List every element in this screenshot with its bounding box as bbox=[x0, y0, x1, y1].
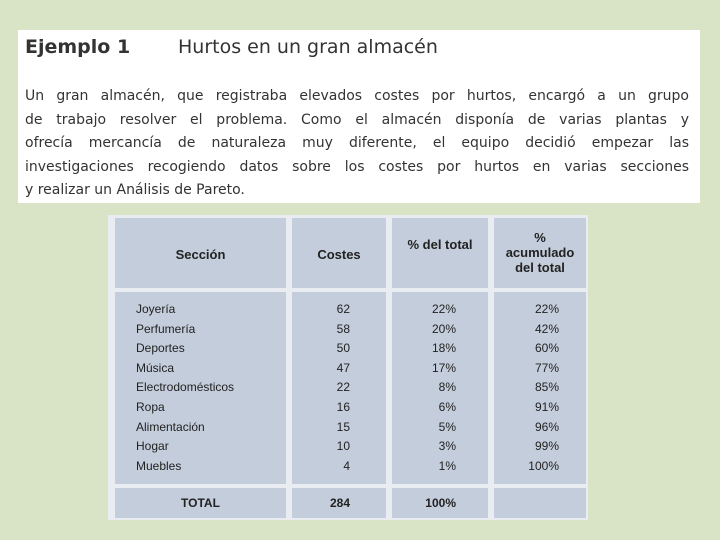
text-box: Ejemplo 1 Hurtos en un gran almacén Un g… bbox=[18, 30, 700, 203]
section-name: Electrodomésticos bbox=[136, 380, 235, 395]
cell-value: 8% bbox=[438, 380, 456, 395]
cell-value: 22 bbox=[336, 380, 350, 395]
cell-value: 16 bbox=[336, 400, 350, 414]
cell-value: 20% bbox=[431, 321, 456, 336]
cell-background bbox=[494, 292, 586, 484]
paragraph-line: de trabajo resolver el problema. Como el… bbox=[25, 111, 689, 128]
section-name: Hogar bbox=[136, 439, 169, 454]
cell-value: 60% bbox=[534, 341, 559, 356]
cell-value: 22% bbox=[534, 302, 559, 316]
cell-background bbox=[292, 218, 386, 288]
section-name: Joyería bbox=[136, 302, 176, 316]
paragraph-line: y realizar un Análisis de Pareto. bbox=[25, 182, 245, 198]
cell-value: 6% bbox=[438, 400, 456, 414]
cell-background bbox=[494, 218, 586, 288]
cell-background bbox=[392, 218, 488, 288]
paragraph-line: ofrecía mercancía de naturaleza muy dife… bbox=[25, 135, 689, 151]
section-name: Perfumería bbox=[136, 321, 196, 336]
cell-value: 100% bbox=[528, 458, 559, 473]
column-header: Costes bbox=[317, 247, 361, 262]
cell-value: 22% bbox=[431, 302, 456, 316]
cell-value: 17% bbox=[431, 360, 456, 375]
cell-value: 15 bbox=[336, 419, 350, 434]
paragraph-line: investigaciones recogiendo datos sobre l… bbox=[25, 158, 689, 175]
cell-background bbox=[392, 292, 488, 484]
cell-background bbox=[292, 292, 386, 484]
cell-value: 58 bbox=[336, 321, 350, 336]
section-name: Ropa bbox=[136, 400, 165, 414]
total-cell: 284 bbox=[329, 496, 350, 510]
column-header: % acumulado del total bbox=[505, 230, 575, 275]
total-cell: TOTAL bbox=[181, 496, 220, 510]
paragraph-line: Un gran almacén, que registraba elevados… bbox=[25, 88, 689, 104]
cell-value: 42% bbox=[534, 321, 559, 336]
total-cell: 100% bbox=[425, 496, 456, 510]
cell-value: 96% bbox=[534, 419, 559, 434]
cell-value: 85% bbox=[534, 380, 559, 395]
cell-value: 50 bbox=[336, 341, 350, 356]
column-header: % del total bbox=[407, 237, 473, 252]
section-name: Alimentación bbox=[136, 419, 205, 434]
cell-background bbox=[494, 488, 586, 518]
cell-background bbox=[392, 488, 488, 518]
section-name: Deportes bbox=[136, 341, 185, 356]
cell-value: 47 bbox=[336, 360, 350, 375]
cell-value: 77% bbox=[534, 360, 559, 375]
cell-value: 62 bbox=[336, 302, 350, 316]
section-name: Muebles bbox=[136, 458, 182, 473]
cell-value: 1% bbox=[438, 458, 456, 473]
cell-value: 10 bbox=[336, 439, 350, 454]
column-header: Sección bbox=[175, 247, 226, 262]
example-title: Hurtos en un gran almacén bbox=[178, 36, 438, 58]
cell-background bbox=[292, 488, 386, 518]
cell-value: 18% bbox=[431, 341, 456, 356]
cell-value: 99% bbox=[534, 439, 559, 454]
section-name: Música bbox=[136, 360, 175, 375]
cell-background bbox=[115, 488, 286, 518]
cell-value: 91% bbox=[534, 400, 559, 414]
cell-value: 5% bbox=[438, 419, 456, 434]
cell-background bbox=[115, 218, 286, 288]
example-label: Ejemplo 1 bbox=[25, 36, 131, 58]
cell-background bbox=[115, 292, 286, 484]
cell-value: 3% bbox=[438, 439, 456, 454]
cell-value: 4 bbox=[343, 458, 350, 473]
table: Sección Costes % del total % acumulado del … bbox=[108, 215, 588, 520]
